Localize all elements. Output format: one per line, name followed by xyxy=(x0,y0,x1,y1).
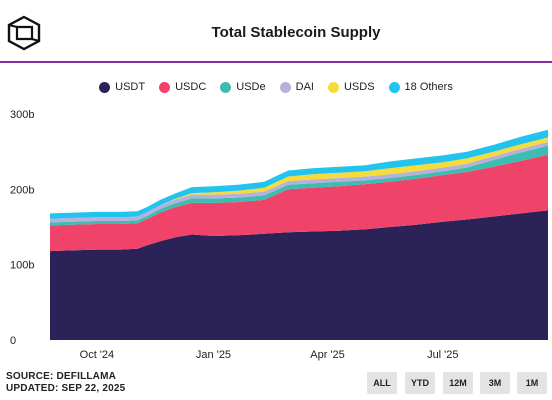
legend-swatch-usde xyxy=(220,81,232,93)
defillama-logo-icon xyxy=(7,15,41,51)
legend-label-usds: USDS xyxy=(343,81,375,93)
area-series-usdc[interactable] xyxy=(50,154,548,252)
legend-swatch-usdc xyxy=(159,81,171,93)
area-series-usdt[interactable] xyxy=(50,210,548,340)
x-tick-label: Jan '25 xyxy=(196,349,231,361)
range-button-3m[interactable]: 3M xyxy=(480,372,510,394)
source-text: SOURCE: DEFILLAMA xyxy=(6,371,117,382)
y-tick-label: 300b xyxy=(10,109,34,121)
legend-swatch-usdt xyxy=(99,81,111,93)
y-tick-label: 100b xyxy=(10,260,34,272)
y-tick-label: 200b xyxy=(10,184,34,196)
legend-label-dai: DAI xyxy=(295,81,314,93)
legend-item-usde[interactable]: USDe xyxy=(220,81,266,93)
x-tick-label: Apr '25 xyxy=(310,349,345,361)
legend-item-usds[interactable]: USDS xyxy=(327,81,375,93)
x-tick-label: Jul '25 xyxy=(427,349,458,361)
legend-item-usdt[interactable]: USDT xyxy=(99,81,145,93)
legend-label-usdc: USDC xyxy=(175,81,207,93)
chart-title: Total Stablecoin Supply xyxy=(211,24,381,41)
legend-swatch-others xyxy=(388,81,400,93)
range-button-group: ALL YTD 12M 3M 1M xyxy=(0,372,552,394)
area-series-usds[interactable] xyxy=(50,137,548,219)
stacked-area-chart: 0 100b 200b 300b Oct '24 Jan '25 Apr '25 Jul '2… xyxy=(10,109,548,361)
updated-text: UPDATED: SEP 22, 2025 xyxy=(6,383,126,394)
legend-swatch-usds xyxy=(327,81,339,93)
chart-legend: USDT USDC USDe DAI USDS 18 Others xyxy=(0,81,552,93)
legend-label-usdt: USDT xyxy=(115,81,146,93)
range-button-all[interactable]: ALL xyxy=(367,372,397,394)
x-tick-label: Oct '24 xyxy=(80,349,115,361)
legend-item-usdc[interactable]: USDC xyxy=(159,81,206,93)
title-divider xyxy=(0,61,552,63)
range-button-12m[interactable]: 12M xyxy=(443,372,473,394)
range-button-1m[interactable]: 1M xyxy=(517,372,547,394)
range-button-ytd[interactable]: YTD xyxy=(405,372,435,394)
area-series-usde[interactable] xyxy=(50,145,548,226)
legend-item-others[interactable]: 18 Others xyxy=(388,81,453,93)
area-series-18-others[interactable] xyxy=(50,129,548,219)
legend-label-others: 18 Others xyxy=(404,81,453,93)
y-tick-label: 0 xyxy=(10,335,16,347)
chart-footer: SOURCE: DEFILLAMA UPDATED: SEP 22, 2025 xyxy=(6,371,125,395)
legend-item-dai[interactable]: DAI xyxy=(279,81,314,93)
legend-swatch-dai xyxy=(279,81,291,93)
area-series-dai[interactable] xyxy=(50,141,548,223)
legend-label-usde: USDe xyxy=(236,81,266,93)
